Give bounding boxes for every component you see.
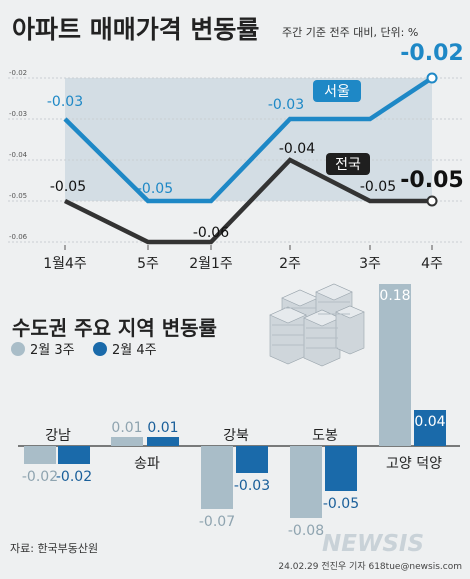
legend-week4-swatch	[93, 342, 107, 356]
national-tag-box	[326, 153, 370, 175]
bar-chart-data-labels: -0.02 0.01 -0.07 -0.08 0.18 -0.02 0.01 -0.03 -0.…	[22, 288, 446, 539]
bar-week4	[58, 446, 90, 464]
bar-week3	[290, 446, 322, 518]
legend-week4-label: 2월 4주	[112, 343, 157, 358]
category-label: 강북	[223, 428, 249, 444]
bar-week3-value: 0.01	[111, 420, 142, 436]
bar-week4-value: -0.02	[56, 469, 92, 485]
bar-week4	[236, 446, 268, 473]
bar-week4	[147, 437, 179, 446]
category-label: 도봉	[312, 428, 338, 444]
legend-week3-swatch	[11, 342, 25, 356]
bar-week4-value: -0.03	[234, 478, 270, 494]
national-value-label: -0.05	[360, 179, 396, 195]
y-tick-label: -0.06	[9, 233, 28, 241]
bar-week3-value: -0.07	[199, 514, 235, 530]
source-note: 자료: 한국부동산원	[10, 542, 98, 555]
apartment-buildings-icon	[269, 283, 365, 367]
x-tick-label: 1월4주	[43, 256, 87, 272]
line-chart-series	[63, 72, 438, 245]
line-chart-x-axis: 1월4주 5주 2월1주 2주 3주 4주	[43, 245, 443, 272]
x-tick-label: 2주	[279, 256, 301, 272]
national-value-label: -0.06	[193, 225, 229, 241]
x-tick-label: 5주	[137, 256, 159, 272]
x-tick-label: 3주	[359, 256, 381, 272]
bar-week3-value: 0.18	[379, 288, 410, 304]
national-value-label: -0.04	[279, 141, 315, 157]
seoul-line	[63, 76, 434, 204]
seoul-value-label: -0.03	[268, 97, 304, 113]
seoul-end-marker	[426, 72, 438, 84]
bar-week3	[379, 284, 411, 446]
bar-week3	[201, 446, 233, 509]
newsis-logo: NEWSIS	[322, 531, 424, 557]
credit-line: 24.02.29 전진우 기자 618tue@newsis.com	[278, 561, 462, 572]
seoul-value-label: -0.02	[400, 41, 463, 66]
legend-week3-label: 2월 3주	[30, 343, 75, 358]
bar-week3	[24, 446, 56, 464]
bar-week3	[111, 437, 143, 446]
national-tag-label: 전국	[335, 157, 361, 173]
bottom-chart-title: 수도권 주요 지역 변동률	[12, 316, 217, 340]
y-tick-label: -0.03	[9, 110, 27, 118]
x-tick-label: 2월1주	[189, 256, 233, 272]
line-chart-data-labels: -0.03 -0.05 -0.03 -0.02 -0.05 -0.06 -0.04 -0.05…	[47, 41, 464, 241]
bar-week3-value: -0.02	[22, 469, 58, 485]
category-label: 강남	[45, 428, 71, 444]
x-tick-label: 4주	[421, 256, 443, 272]
bar-week4	[325, 446, 357, 491]
weekly-change-line-chart: -0.02 -0.03 -0.04 -0.05 -0.06 1월4주 5주 2월1주 2주 3주…	[8, 41, 464, 272]
category-label: 고양 덕양	[386, 456, 442, 472]
seoul-tag-label: 서울	[324, 84, 350, 100]
y-tick-label: -0.02	[9, 69, 27, 77]
bar-week4-value: 0.04	[414, 414, 445, 430]
seoul-value-label: -0.03	[47, 94, 83, 110]
y-tick-label: -0.05	[9, 192, 27, 200]
y-tick-label: -0.04	[9, 151, 28, 159]
top-chart-unit-note: 주간 기준 전주 대비, 단위: %	[282, 26, 418, 39]
line-chart-y-axis: -0.02 -0.03 -0.04 -0.05 -0.06	[9, 69, 28, 241]
seoul-tag-box	[313, 80, 361, 102]
national-value-label: -0.05	[50, 179, 86, 195]
bar-week4	[414, 410, 446, 446]
national-line	[64, 157, 432, 245]
bar-chart-bars	[24, 284, 446, 518]
bar-week4-value: -0.05	[323, 496, 359, 512]
seoul-value-label: -0.05	[137, 181, 173, 197]
bar-chart-legend: 2월 3주 2월 4주	[11, 342, 157, 358]
regional-change-bar-chart: -0.02 0.01 -0.07 -0.08 0.18 -0.02 0.01 -0.03 -0.…	[18, 284, 460, 539]
bar-week4-value: 0.01	[147, 420, 178, 436]
bar-week3-value: -0.08	[288, 523, 324, 539]
category-label: 송파	[134, 456, 160, 472]
national-value-label: -0.05	[400, 168, 463, 193]
top-chart-title: 아파트 매매가격 변동률	[12, 15, 259, 44]
national-end-marker	[426, 195, 438, 207]
